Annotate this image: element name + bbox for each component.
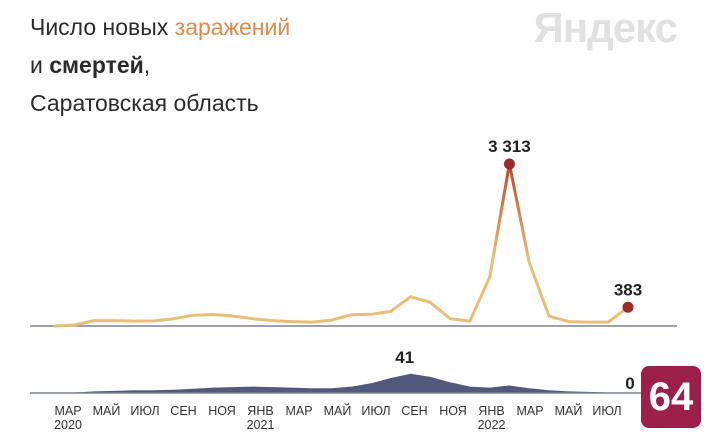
cases-peak-marker bbox=[503, 158, 515, 170]
x-tick-label: СЕН bbox=[401, 404, 427, 418]
x-tick-label: ИЮЛ bbox=[361, 404, 390, 418]
deaths-peak-label: 41 bbox=[395, 348, 414, 367]
cases-last-label: 383 bbox=[614, 280, 642, 299]
x-tick-label: ЯНВ bbox=[478, 404, 504, 418]
title-highlight: заражений bbox=[174, 14, 291, 40]
x-tick-label: ЯНВ bbox=[247, 404, 273, 418]
x-year-label: 2020 bbox=[54, 418, 82, 432]
x-year-label: 2022 bbox=[478, 418, 506, 432]
cases-peak-label: 3 313 bbox=[488, 137, 531, 156]
region-badge: 64 bbox=[641, 366, 701, 428]
title-line-2: и смертей, bbox=[30, 52, 151, 78]
x-tick-label: ИЮЛ bbox=[592, 404, 621, 418]
x-tick-label: СЕН bbox=[170, 404, 196, 418]
x-tick-label: МАЙ bbox=[93, 403, 121, 418]
x-tick-label: МАЙ bbox=[555, 403, 583, 418]
yandex-logo: Яндекс bbox=[533, 4, 678, 51]
x-tick-label: МАР bbox=[516, 404, 543, 418]
title-bold: смертей bbox=[49, 52, 144, 78]
x-tick-label: МАР bbox=[285, 404, 312, 418]
deaths-last-label: 0 bbox=[625, 374, 634, 393]
x-year-label: 2021 bbox=[247, 418, 275, 432]
x-tick-label: НОЯ bbox=[439, 404, 467, 418]
title-line-1: Число новых заражений bbox=[30, 14, 291, 40]
x-tick-label: МАЙ bbox=[324, 403, 352, 418]
cases-series-line bbox=[53, 162, 630, 328]
chart-title: Число новых заражений и смертей, Саратов… bbox=[30, 8, 290, 122]
x-tick-label: ИЮЛ bbox=[130, 404, 159, 418]
x-tick-label: МАР bbox=[54, 404, 81, 418]
deaths-series-area bbox=[55, 373, 628, 393]
title-line-3: Саратовская область bbox=[30, 90, 259, 116]
x-tick-label: НОЯ bbox=[208, 404, 236, 418]
cases-last-marker bbox=[622, 301, 634, 313]
